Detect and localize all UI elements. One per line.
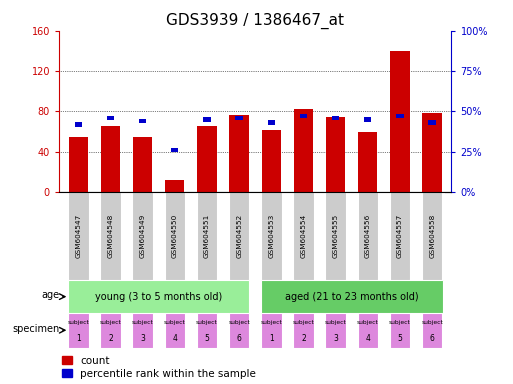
Text: 3: 3: [333, 334, 338, 343]
Text: GSM604554: GSM604554: [301, 214, 306, 258]
Text: subject: subject: [261, 320, 282, 325]
Text: subject: subject: [292, 320, 314, 325]
FancyBboxPatch shape: [261, 313, 282, 348]
Text: subject: subject: [132, 320, 153, 325]
Text: GSM604556: GSM604556: [365, 214, 371, 258]
Text: subject: subject: [196, 320, 218, 325]
Text: 3: 3: [140, 334, 145, 343]
Text: 4: 4: [365, 334, 370, 343]
FancyBboxPatch shape: [261, 192, 282, 280]
FancyBboxPatch shape: [229, 313, 249, 348]
FancyBboxPatch shape: [293, 313, 314, 348]
FancyBboxPatch shape: [422, 313, 442, 348]
Bar: [262, 129, 281, 192]
Text: subject: subject: [357, 320, 379, 325]
Title: GDS3939 / 1386467_at: GDS3939 / 1386467_at: [166, 13, 344, 29]
FancyBboxPatch shape: [196, 313, 218, 348]
Text: 1: 1: [269, 334, 273, 343]
Bar: [229, 115, 249, 192]
Text: 4: 4: [172, 334, 177, 343]
FancyBboxPatch shape: [165, 313, 185, 348]
Text: subject: subject: [389, 320, 411, 325]
FancyBboxPatch shape: [390, 192, 410, 280]
Bar: [203, 117, 211, 122]
Bar: [165, 180, 185, 192]
Text: 1: 1: [76, 334, 81, 343]
Text: GSM604549: GSM604549: [140, 214, 146, 258]
Bar: [428, 120, 436, 125]
FancyBboxPatch shape: [68, 280, 249, 313]
Text: subject: subject: [228, 320, 250, 325]
Text: GSM604557: GSM604557: [397, 214, 403, 258]
FancyBboxPatch shape: [132, 192, 153, 280]
Bar: [300, 114, 307, 119]
Text: subject: subject: [100, 320, 122, 325]
Bar: [294, 109, 313, 192]
Bar: [364, 117, 371, 122]
Bar: [74, 122, 82, 127]
Legend: count, percentile rank within the sample: count, percentile rank within the sample: [62, 356, 256, 379]
Text: GSM604551: GSM604551: [204, 214, 210, 258]
Bar: [69, 137, 88, 192]
Text: specimen: specimen: [12, 323, 60, 334]
Bar: [101, 126, 120, 192]
FancyBboxPatch shape: [293, 192, 314, 280]
FancyBboxPatch shape: [229, 192, 249, 280]
Bar: [326, 118, 345, 192]
Text: 6: 6: [430, 334, 435, 343]
Text: subject: subject: [67, 320, 89, 325]
FancyBboxPatch shape: [100, 192, 121, 280]
Bar: [171, 148, 179, 152]
Text: GSM604558: GSM604558: [429, 214, 435, 258]
FancyBboxPatch shape: [325, 192, 346, 280]
Bar: [107, 116, 114, 120]
Text: young (3 to 5 months old): young (3 to 5 months old): [95, 291, 222, 302]
FancyBboxPatch shape: [422, 192, 442, 280]
Text: subject: subject: [421, 320, 443, 325]
FancyBboxPatch shape: [261, 280, 443, 313]
Bar: [397, 114, 404, 119]
FancyBboxPatch shape: [68, 192, 89, 280]
Text: subject: subject: [164, 320, 186, 325]
Text: 2: 2: [108, 334, 113, 343]
FancyBboxPatch shape: [68, 313, 89, 348]
Bar: [235, 116, 243, 120]
Text: 5: 5: [398, 334, 402, 343]
Bar: [139, 119, 146, 123]
Text: GSM604553: GSM604553: [268, 214, 274, 258]
Bar: [390, 51, 409, 192]
Text: age: age: [42, 290, 60, 300]
Bar: [133, 137, 152, 192]
FancyBboxPatch shape: [390, 313, 410, 348]
Text: GSM604550: GSM604550: [172, 214, 178, 258]
Text: 2: 2: [301, 334, 306, 343]
Text: 5: 5: [205, 334, 209, 343]
Text: 6: 6: [236, 334, 242, 343]
Bar: [332, 116, 339, 120]
Text: GSM604548: GSM604548: [107, 214, 113, 258]
Bar: [268, 120, 275, 125]
FancyBboxPatch shape: [358, 192, 378, 280]
Bar: [423, 113, 442, 192]
Text: GSM604547: GSM604547: [75, 214, 81, 258]
Text: GSM604552: GSM604552: [236, 214, 242, 258]
FancyBboxPatch shape: [165, 192, 185, 280]
Bar: [198, 126, 216, 192]
FancyBboxPatch shape: [132, 313, 153, 348]
FancyBboxPatch shape: [100, 313, 121, 348]
FancyBboxPatch shape: [358, 313, 378, 348]
FancyBboxPatch shape: [325, 313, 346, 348]
Text: GSM604555: GSM604555: [332, 214, 339, 258]
FancyBboxPatch shape: [196, 192, 218, 280]
Text: subject: subject: [325, 320, 347, 325]
Bar: [358, 131, 378, 192]
Text: aged (21 to 23 months old): aged (21 to 23 months old): [285, 291, 419, 302]
